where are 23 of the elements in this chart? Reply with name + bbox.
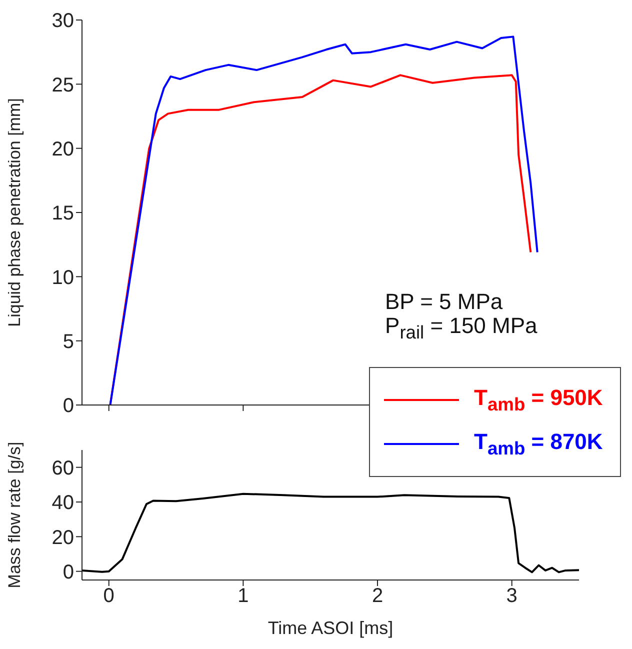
y-tick-label: 10 [52,266,74,289]
y-tick-label: 0 [62,561,74,584]
y-tick-label: 0 [62,395,74,418]
legend-label: T$_{amb}$ = 950K [474,384,603,414]
y-tick-label: 25 [52,74,74,96]
y-tick-label: 30 [52,10,74,32]
y-tick-label: 60 [52,457,74,480]
y-axis-title: Mass flow rate [g/s] [5,442,24,588]
legend-label: T$_{amb}$ = 870K [474,428,603,458]
y-tick-label: 40 [52,492,74,514]
annotation: P$_{rail}$ = 150 MPa [385,313,538,342]
x-tick-label: 2 [372,585,384,608]
y-tick-label: 20 [52,138,74,160]
x-tick-label: 0 [103,585,114,608]
y-tick-label: 15 [52,202,74,225]
y-axis-title: Liquid phase penetration [mm] [5,98,24,327]
y-tick-label: 5 [62,330,74,353]
x-tick-label: 1 [238,585,249,608]
x-tick-label: 3 [506,585,518,608]
line-series [82,492,579,574]
y-tick-label: 20 [52,526,74,549]
annotation: BP = 5 MPa [385,289,503,314]
x-axis-title: Time ASOI [ms] [268,618,394,638]
